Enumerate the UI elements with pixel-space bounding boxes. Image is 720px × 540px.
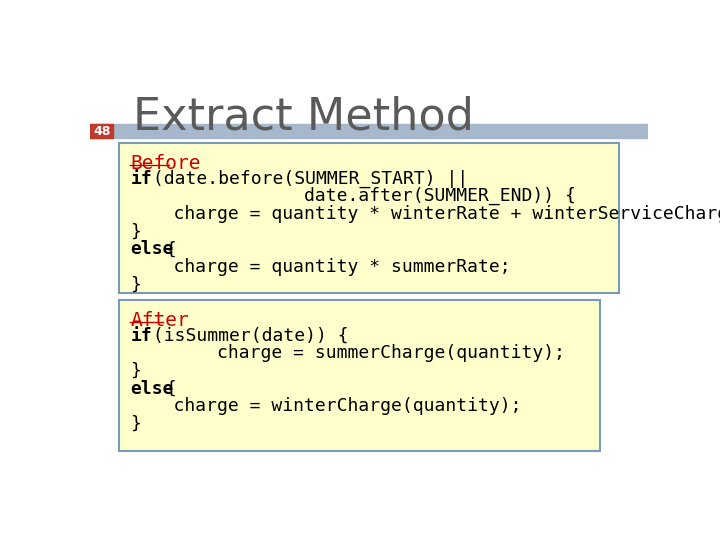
Text: }: } bbox=[130, 276, 141, 294]
Text: charge = summerCharge(quantity);: charge = summerCharge(quantity); bbox=[130, 345, 565, 362]
Text: if: if bbox=[130, 170, 152, 187]
Text: charge = quantity * winterRate + winterServiceCharge;: charge = quantity * winterRate + winterS… bbox=[130, 205, 720, 223]
Text: (isSummer(date)) {: (isSummer(date)) { bbox=[143, 327, 349, 345]
Bar bbox=[90, 124, 648, 138]
Text: {: { bbox=[155, 240, 176, 258]
Text: if: if bbox=[130, 327, 152, 345]
Text: }: } bbox=[130, 415, 141, 433]
Text: else: else bbox=[130, 380, 174, 398]
Text: After: After bbox=[130, 311, 189, 330]
Bar bbox=[90, 124, 113, 138]
Text: 48: 48 bbox=[93, 125, 110, 138]
Text: else: else bbox=[130, 240, 174, 258]
Text: charge = winterCharge(quantity);: charge = winterCharge(quantity); bbox=[130, 397, 522, 415]
Text: {: { bbox=[155, 380, 176, 398]
Text: Extract Method: Extract Method bbox=[132, 96, 474, 139]
FancyBboxPatch shape bbox=[120, 300, 600, 451]
Text: }: } bbox=[130, 222, 141, 241]
Text: charge = quantity * summerRate;: charge = quantity * summerRate; bbox=[130, 258, 511, 276]
Text: date.after(SUMMER_END)) {: date.after(SUMMER_END)) { bbox=[130, 187, 576, 206]
Text: }: } bbox=[130, 362, 141, 380]
FancyBboxPatch shape bbox=[120, 143, 619, 294]
Text: (date.before(SUMMER_START) ||: (date.before(SUMMER_START) || bbox=[143, 170, 469, 188]
Text: Before: Before bbox=[130, 154, 201, 173]
